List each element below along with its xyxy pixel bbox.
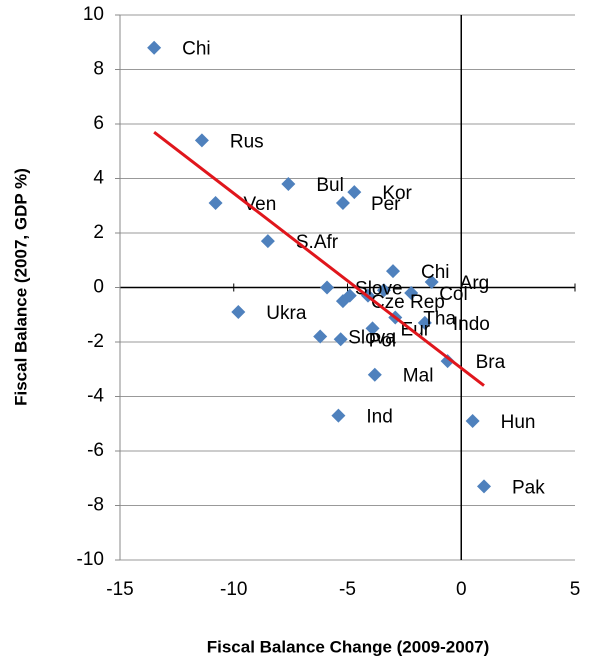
point bbox=[194, 133, 209, 148]
point bbox=[465, 414, 480, 429]
point-label: Ukra bbox=[266, 303, 307, 324]
point bbox=[208, 196, 223, 211]
point-label: Hun bbox=[501, 412, 536, 433]
point-label: Tha bbox=[423, 308, 456, 329]
point bbox=[347, 185, 362, 200]
point bbox=[477, 479, 491, 494]
y-tick-label: 10 bbox=[83, 4, 104, 25]
x-tick-label: 5 bbox=[570, 579, 581, 600]
y-tick-label: 2 bbox=[93, 222, 104, 243]
point bbox=[281, 176, 296, 191]
y-tick-label: 8 bbox=[93, 59, 104, 80]
point-label: Chi bbox=[182, 39, 211, 60]
point-label: Bul bbox=[316, 175, 343, 196]
point bbox=[386, 264, 400, 279]
y-tick-label: 4 bbox=[93, 168, 104, 189]
point-label: Indo bbox=[453, 314, 490, 335]
point bbox=[331, 408, 346, 423]
point-label: Ven bbox=[244, 194, 277, 215]
point bbox=[260, 234, 275, 249]
point-label: Chi bbox=[421, 262, 450, 283]
point bbox=[333, 332, 348, 347]
point-label: Per bbox=[371, 194, 401, 215]
point-label: Rus bbox=[230, 131, 264, 152]
x-axis-title: Fiscal Balance Change (2009-2007) bbox=[207, 637, 490, 656]
point-label: Bra bbox=[476, 352, 506, 373]
point bbox=[342, 288, 357, 303]
point-label: Col bbox=[439, 284, 468, 305]
y-tick-label: -4 bbox=[87, 386, 104, 407]
point-label: Pol bbox=[369, 330, 396, 351]
y-tick-label: 0 bbox=[93, 277, 104, 298]
point-label: Mal bbox=[403, 366, 434, 387]
point bbox=[320, 280, 335, 295]
point-label: Cze Rep bbox=[371, 292, 445, 313]
point bbox=[424, 275, 439, 290]
x-tick-label: -10 bbox=[220, 579, 247, 600]
point bbox=[335, 196, 350, 211]
point-label: Ind bbox=[366, 407, 392, 428]
y-tick-label: -8 bbox=[87, 495, 104, 516]
point-label: Pak bbox=[512, 477, 545, 498]
x-tick-label: -5 bbox=[339, 579, 356, 600]
point-label: Kor bbox=[382, 183, 412, 204]
point-label: S.Afr bbox=[296, 232, 339, 253]
y-axis-title: Fiscal Balance (2007, GDP %) bbox=[11, 168, 30, 406]
point bbox=[367, 367, 382, 382]
point bbox=[440, 354, 455, 369]
point bbox=[313, 329, 328, 344]
point bbox=[231, 305, 246, 320]
point bbox=[147, 40, 162, 55]
point bbox=[404, 285, 419, 300]
trend-line bbox=[153, 130, 485, 387]
y-tick-label: 6 bbox=[93, 113, 104, 134]
point bbox=[417, 315, 432, 330]
point-label: Slova bbox=[348, 328, 396, 349]
point-label: Eur bbox=[401, 319, 431, 340]
point-label: Arg bbox=[460, 273, 490, 294]
y-tick-label: -10 bbox=[77, 549, 104, 570]
x-tick-label: 0 bbox=[456, 579, 467, 600]
x-tick-label: -15 bbox=[106, 579, 133, 600]
y-tick-label: -6 bbox=[87, 440, 104, 461]
point bbox=[376, 283, 391, 298]
y-tick-label: -2 bbox=[87, 331, 104, 352]
point bbox=[365, 321, 380, 336]
